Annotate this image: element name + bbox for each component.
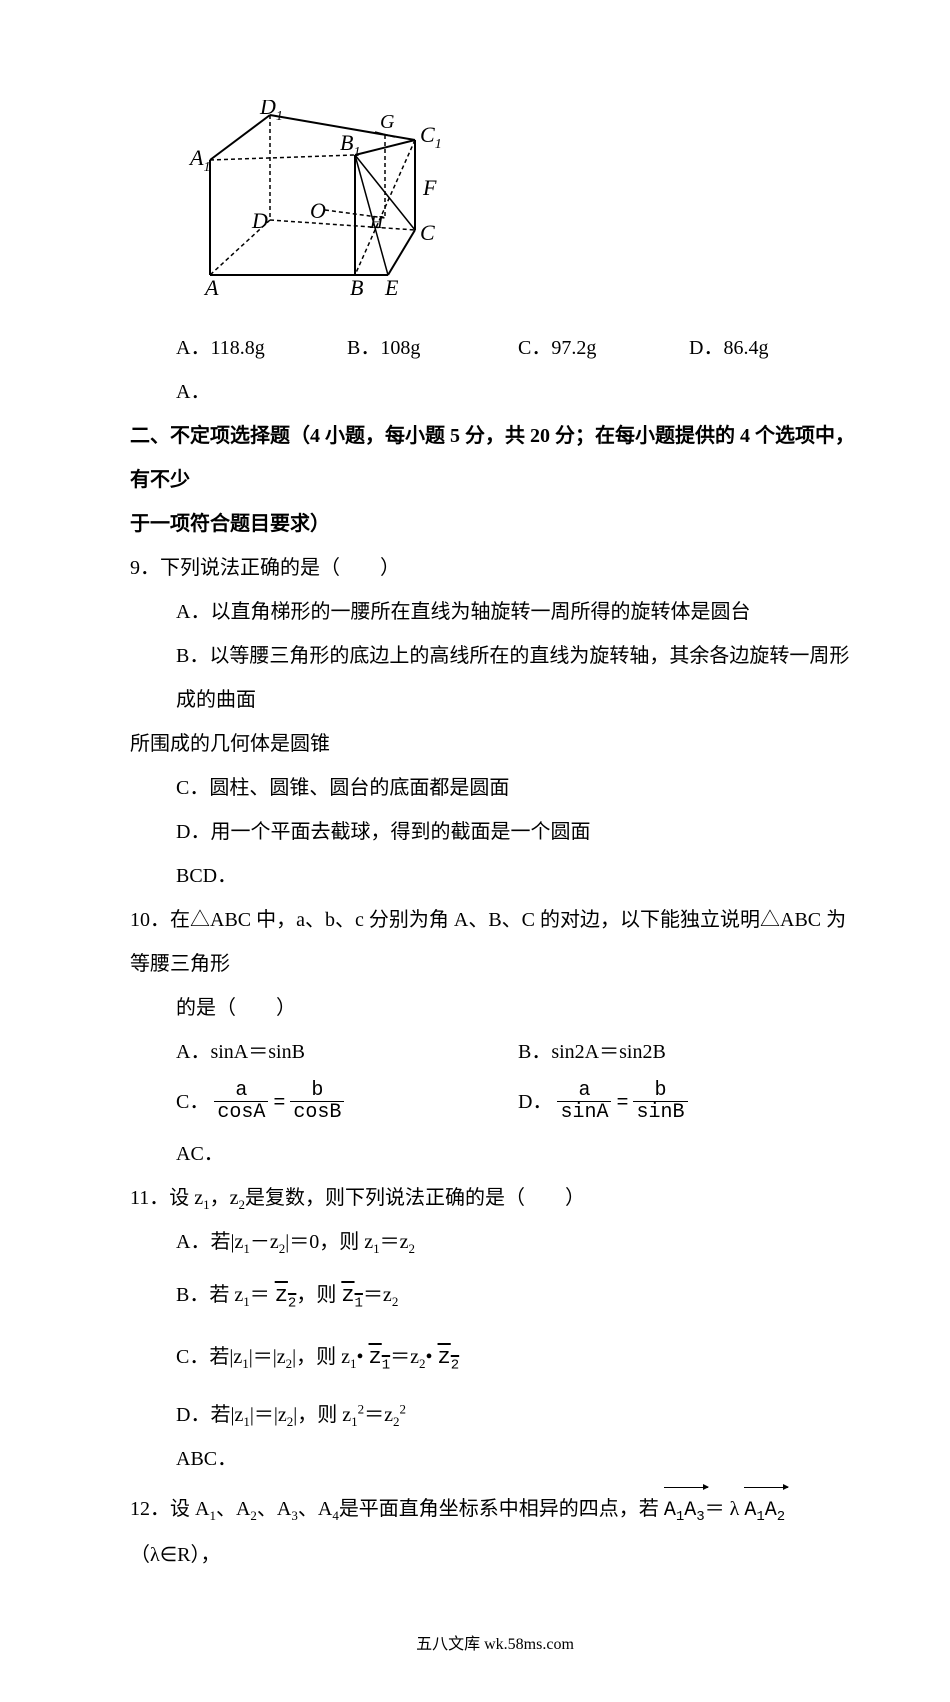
q10-d-prefix: D．: [518, 1091, 552, 1113]
q8-choice-b: B．108g: [347, 326, 518, 370]
svg-text:C: C: [420, 220, 435, 245]
q11-a: A．若|z1－z2|＝0，则 z1＝z2: [130, 1220, 860, 1264]
q9-b2: 所围成的几何体是圆锥: [130, 722, 860, 766]
q11-b: B．若 z1＝ z2，则 z1＝z2: [130, 1272, 860, 1320]
svg-text:F: F: [422, 175, 437, 200]
svg-text:E: E: [384, 275, 399, 300]
svg-text:D: D: [251, 208, 268, 233]
svg-text:A1: A1: [188, 145, 210, 175]
q10-stem2: 的是（ ）: [130, 986, 860, 1030]
svg-text:H: H: [369, 212, 384, 232]
q8-choice-a: A．118.8g: [176, 326, 347, 370]
q9-stem: 9．下列说法正确的是（ ）: [130, 546, 860, 590]
q8-choice-c: C．97.2g: [518, 326, 689, 370]
svg-text:C1: C1: [420, 122, 442, 152]
cuboid-figure: A1 D1 B1 C1 G F C E B A D O H: [180, 100, 860, 316]
q11-stem: 11．设 z1，z2是复数，则下列说法正确的是（ ）: [130, 1176, 860, 1220]
q9-a: A．以直角梯形的一腰所在直线为轴旋转一周所得的旋转体是圆台: [130, 590, 860, 634]
q9-b: B．以等腰三角形的底边上的高线所在的直线为旋转轴，其余各边旋转一周形成的曲面: [130, 634, 860, 722]
section2-title-line2: 于一项符合题目要求）: [130, 502, 860, 546]
page-footer: 五八文库 wk.58ms.com: [130, 1627, 860, 1662]
svg-text:B: B: [350, 275, 363, 300]
q10-c-prefix: C．: [176, 1091, 209, 1113]
vector-a1a3: A1A3: [664, 1489, 705, 1533]
q8-choice-d: D．86.4g: [689, 326, 860, 370]
q8-answer: A．: [130, 370, 860, 414]
frac-b-cosB: b cosB: [290, 1080, 344, 1123]
q10-answer: AC．: [130, 1132, 860, 1176]
svg-text:O: O: [310, 198, 326, 223]
q9-c: C．圆柱、圆锥、圆台的底面都是圆面: [130, 766, 860, 810]
cuboid-svg: A1 D1 B1 C1 G F C E B A D O H: [180, 100, 460, 300]
frac-a-cosA: a cosA: [214, 1080, 268, 1123]
q11-c: C．若|z1|＝|z2|，则 z1• z1＝z2• z2: [130, 1334, 860, 1382]
q10-b: B．sin2A＝sin2B: [518, 1030, 860, 1074]
q12-stem: 12．设 A1、A2、A3、A4是平面直角坐标系中相异的四点，若 A1A3＝ λ…: [130, 1487, 860, 1577]
q9-answer: BCD．: [130, 854, 860, 898]
q11-d: D．若|z1|＝|z2|，则 z12＝z22: [130, 1393, 860, 1437]
frac-b-sinB: b sinB: [633, 1080, 687, 1123]
q10-a: A．sinA＝sinB: [176, 1030, 518, 1074]
q10-c: C． a cosA = b cosB: [176, 1080, 518, 1126]
q9-d: D．用一个平面去截球，得到的截面是一个圆面: [130, 810, 860, 854]
q10-stem1: 10．在△ABC 中，a、b、c 分别为角 A、B、C 的对边，以下能独立说明△…: [130, 898, 860, 986]
svg-text:G: G: [380, 111, 395, 133]
q8-choices: A．118.8g B．108g C．97.2g D．86.4g: [130, 326, 860, 370]
vector-a1a2: A1A2: [744, 1489, 785, 1533]
frac-a-sinA: a sinA: [557, 1080, 611, 1123]
q11-answer: ABC．: [130, 1437, 860, 1481]
section2-title-line1: 二、不定项选择题（4 小题，每小题 5 分，共 20 分；在每小题提供的 4 个…: [130, 414, 860, 502]
q10-d: D． a sinA = b sinB: [518, 1080, 860, 1126]
svg-text:A: A: [203, 275, 219, 300]
